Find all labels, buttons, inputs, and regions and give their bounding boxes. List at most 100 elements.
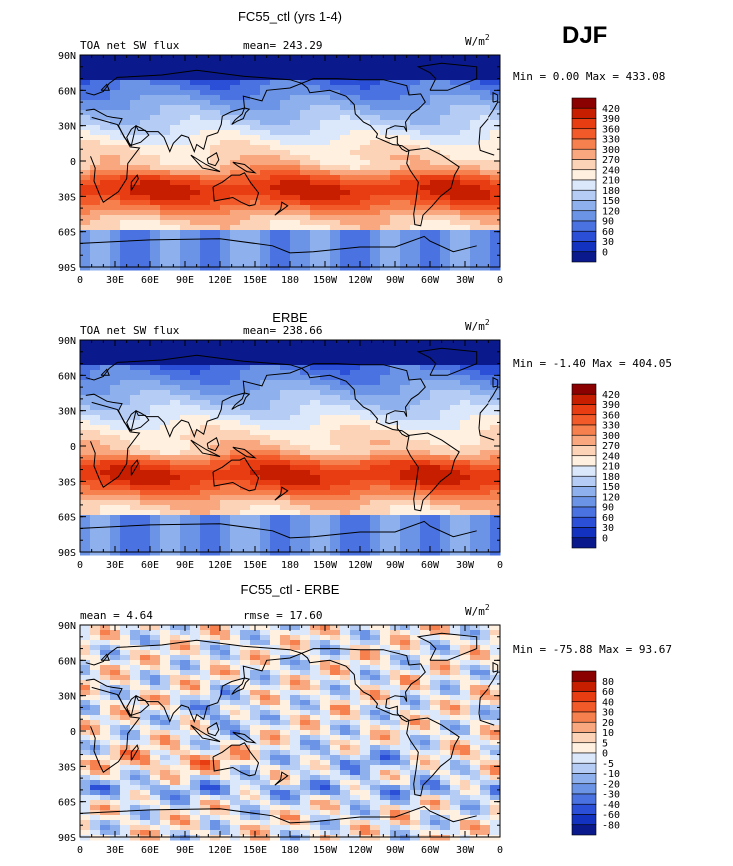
field-cell xyxy=(430,630,441,636)
field-cell xyxy=(440,345,451,351)
field-cell xyxy=(240,540,251,546)
field-cell xyxy=(410,470,421,476)
colorbar-swatch xyxy=(571,475,597,487)
field-cell xyxy=(180,495,191,501)
colorbar-label: 210 xyxy=(602,176,620,187)
field-cell xyxy=(230,495,241,501)
field-cell xyxy=(390,235,401,241)
field-cell xyxy=(90,375,101,381)
field-cell xyxy=(180,245,191,251)
field-cell xyxy=(260,85,271,91)
field-cell xyxy=(370,525,381,531)
field-cell xyxy=(160,215,171,221)
field-cell xyxy=(300,690,311,696)
field-cell xyxy=(410,365,421,371)
field-cell xyxy=(210,625,221,631)
field-cell xyxy=(490,355,501,361)
field-cell xyxy=(160,190,171,196)
field-cell xyxy=(450,170,461,176)
field-cell xyxy=(280,710,291,716)
field-cell xyxy=(340,700,351,706)
field-cell xyxy=(200,380,211,386)
field-cell xyxy=(470,625,481,631)
field-cell xyxy=(210,445,221,451)
field-cell xyxy=(350,75,361,81)
field-cell xyxy=(410,385,421,391)
field-cell xyxy=(160,515,171,521)
field-cell xyxy=(110,510,121,516)
field-cell xyxy=(410,85,421,91)
field-cell xyxy=(360,635,371,641)
field-cell xyxy=(430,715,441,721)
field-cell xyxy=(370,450,381,456)
field-cell xyxy=(420,695,431,701)
field-cell xyxy=(270,540,281,546)
field-cell xyxy=(310,420,321,426)
field-cell xyxy=(310,395,321,401)
field-cell xyxy=(410,145,421,151)
coastlines xyxy=(80,62,499,254)
field-cell xyxy=(240,645,251,651)
field-cell xyxy=(100,410,111,416)
field-cell xyxy=(90,355,101,361)
field-cell xyxy=(250,410,261,416)
field-cell xyxy=(300,710,311,716)
field-cell xyxy=(330,250,341,256)
field-cell xyxy=(440,505,451,511)
field-cell xyxy=(480,640,491,646)
field-cell xyxy=(130,660,141,666)
field-cell xyxy=(90,175,101,181)
field-cell xyxy=(430,95,441,101)
field-cell xyxy=(380,460,391,466)
field-cell xyxy=(200,120,211,126)
field-cell xyxy=(440,485,451,491)
field-cell xyxy=(220,475,231,481)
field-cell xyxy=(400,205,411,211)
field-cell xyxy=(180,510,191,516)
field-cell xyxy=(300,250,311,256)
field-cell xyxy=(410,525,421,531)
field-cell xyxy=(100,540,111,546)
field-cell xyxy=(320,640,331,646)
field-cell xyxy=(270,550,281,556)
field-cell xyxy=(130,185,141,191)
field-cell xyxy=(420,550,431,556)
field-cell xyxy=(490,670,501,676)
field-cell xyxy=(130,625,141,631)
field-cell xyxy=(460,690,471,696)
field-cell xyxy=(120,150,131,156)
field-cell xyxy=(300,425,311,431)
field-cell xyxy=(240,135,251,141)
field-cell xyxy=(210,80,221,86)
field-cell xyxy=(450,190,461,196)
field-cell xyxy=(470,75,481,81)
field-cell xyxy=(270,185,281,191)
field-cell xyxy=(100,420,111,426)
field-cell xyxy=(400,440,411,446)
field-cell xyxy=(290,160,301,166)
field-cell xyxy=(200,400,211,406)
field-cell xyxy=(490,75,501,81)
field-cell xyxy=(460,385,471,391)
field-cell xyxy=(140,80,151,86)
field-cell xyxy=(390,635,401,641)
field-cell xyxy=(430,365,441,371)
field-cell xyxy=(170,505,181,511)
field-cell xyxy=(190,365,201,371)
field-cell xyxy=(110,145,121,151)
field-cell xyxy=(90,650,101,656)
field-cell xyxy=(420,440,431,446)
field-cell xyxy=(330,525,341,531)
field-cell xyxy=(260,525,271,531)
panel-title: FC55_ctl (yrs 1-4) xyxy=(238,9,342,24)
field-cell xyxy=(360,190,371,196)
field-cell xyxy=(190,65,201,71)
field-cell xyxy=(410,105,421,111)
field-cell xyxy=(260,475,271,481)
field-cell xyxy=(170,80,181,86)
field-cell xyxy=(310,450,321,456)
field-cell xyxy=(330,140,341,146)
colorbar-swatch xyxy=(571,179,597,191)
field-cell xyxy=(420,650,431,656)
field-cell xyxy=(450,505,461,511)
